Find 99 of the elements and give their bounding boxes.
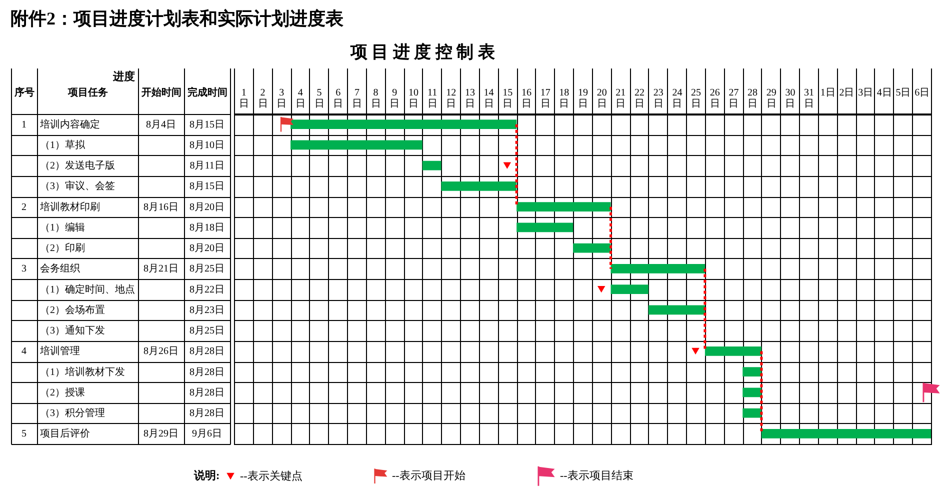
text: 8月16日 — [144, 202, 178, 213]
x-tick-label: 16日 — [521, 88, 532, 110]
x-tick-label: 25日 — [691, 88, 702, 110]
text: 8月28日 — [190, 387, 224, 398]
bar — [742, 388, 762, 398]
bar — [290, 140, 422, 150]
x-tick-label: 27日 — [728, 88, 739, 110]
bar — [742, 408, 762, 418]
x-tick-label: 17日 — [540, 88, 550, 110]
bar — [742, 367, 762, 376]
x-tick-label: 30日 — [785, 88, 796, 110]
text: 8月28日 — [190, 366, 224, 378]
text: （1）编辑 — [40, 222, 85, 234]
x-tick-label: 11日 — [427, 88, 438, 110]
text: 培训管理 — [40, 346, 80, 358]
text: 8月15日 — [190, 181, 224, 192]
bar — [441, 182, 517, 191]
text: 8月29日 — [144, 428, 178, 440]
text: 8月23日 — [190, 304, 224, 316]
bar — [610, 284, 648, 294]
text: 8月10日 — [190, 140, 224, 151]
x-tick-label: 21日 — [616, 88, 626, 110]
text: 5 — [22, 428, 26, 440]
x-tick-label: 12日 — [446, 88, 456, 110]
text: 8月18日 — [190, 222, 224, 234]
text: 培训内容确定 — [40, 119, 100, 130]
text: 4 — [22, 346, 26, 358]
text: 8月28日 — [190, 346, 224, 358]
x-tick-label: 13日 — [464, 88, 475, 110]
category-label: 序号 — [14, 86, 34, 98]
x-tick-label: 8日 — [370, 88, 381, 110]
x-tick-label: 10日 — [408, 88, 418, 110]
text: 1 — [22, 119, 26, 130]
x-tick-label: 2日 — [258, 88, 268, 110]
bar — [648, 305, 705, 315]
x-tick-label: 6日 — [333, 88, 344, 110]
text: （2）发送电子版 — [40, 160, 115, 172]
bar — [516, 222, 574, 232]
x-tick-label: 22日 — [634, 88, 645, 110]
text: 3 — [22, 264, 26, 275]
bar — [610, 264, 705, 274]
x-tick-label: 23日 — [653, 88, 664, 110]
bar — [573, 243, 611, 253]
text: 8月25日 — [190, 264, 224, 275]
text: 8月20日 — [190, 202, 224, 213]
text: （2）授课 — [40, 387, 85, 398]
bar — [290, 120, 517, 129]
legend-label: --表示项目结束 — [560, 469, 634, 482]
x-tick-label: 3日 — [276, 88, 287, 110]
text: 8月20日 — [190, 243, 224, 254]
x-tick-label: 18日 — [559, 88, 570, 110]
bar — [516, 202, 611, 212]
legend-label: --表示项目开始 — [392, 469, 466, 482]
text: 2 — [22, 202, 26, 213]
text: （2）会场布置 — [40, 304, 105, 316]
text: 项目后评价 — [40, 428, 90, 440]
text: 8月28日 — [190, 408, 224, 420]
x-tick-label: 15日 — [502, 88, 513, 110]
chart-title: 项 目 进 度 控 制 表 — [349, 42, 496, 62]
text: 8月22日 — [190, 284, 224, 296]
x-tick-label: 14日 — [484, 88, 494, 110]
text: 9月6日 — [192, 428, 222, 440]
text: 8月26日 — [144, 346, 178, 358]
text: （2）印刷 — [40, 243, 85, 254]
text: 8月25日 — [190, 326, 224, 337]
category-label: 项目任务 — [67, 86, 108, 98]
category-label: 完成时间 — [188, 86, 228, 98]
x-tick-label: 19日 — [578, 88, 588, 110]
text: （1）草拟 — [40, 140, 85, 151]
text: 会务组织 — [40, 264, 80, 275]
x-tick-label: 24日 — [672, 88, 682, 110]
text: 培训教材印刷 — [40, 202, 100, 213]
x-tick-label: 26日 — [710, 88, 720, 110]
x-tick-label: 29日 — [766, 88, 776, 110]
text: 8月11日 — [190, 160, 224, 172]
bar — [422, 160, 442, 170]
category-label: 开始时间 — [140, 86, 182, 98]
text: （3）审议、会签 — [40, 181, 115, 192]
text: （3）积分管理 — [40, 408, 105, 420]
bar — [761, 429, 931, 438]
x-tick-label: 1日 — [238, 88, 249, 110]
text: （1）培训教材下发 — [40, 366, 125, 378]
text: 进度 — [112, 70, 135, 83]
text: 8月4日 — [146, 119, 176, 130]
text: （3）通知下发 — [40, 326, 105, 337]
x-tick-label: 9日 — [390, 88, 400, 110]
x-tick-label: 20日 — [596, 88, 607, 110]
text: 附件2：项目进度计划表和实际计划进度表 — [10, 8, 344, 28]
legend-title: 说明: — [193, 469, 220, 482]
x-tick-label: 7日 — [352, 88, 362, 110]
x-tick-label: 28日 — [748, 88, 758, 110]
x-tick-label: 31日 — [804, 88, 814, 110]
x-tick-label: 4日 — [295, 88, 306, 110]
text: 8月15日 — [190, 119, 224, 130]
bar — [704, 346, 762, 356]
text: （1）确定时间、地点 — [40, 284, 135, 296]
text: 8月21日 — [144, 264, 178, 275]
x-tick-label: 5日 — [314, 88, 324, 110]
legend-label: --表示关键点 — [240, 469, 302, 482]
